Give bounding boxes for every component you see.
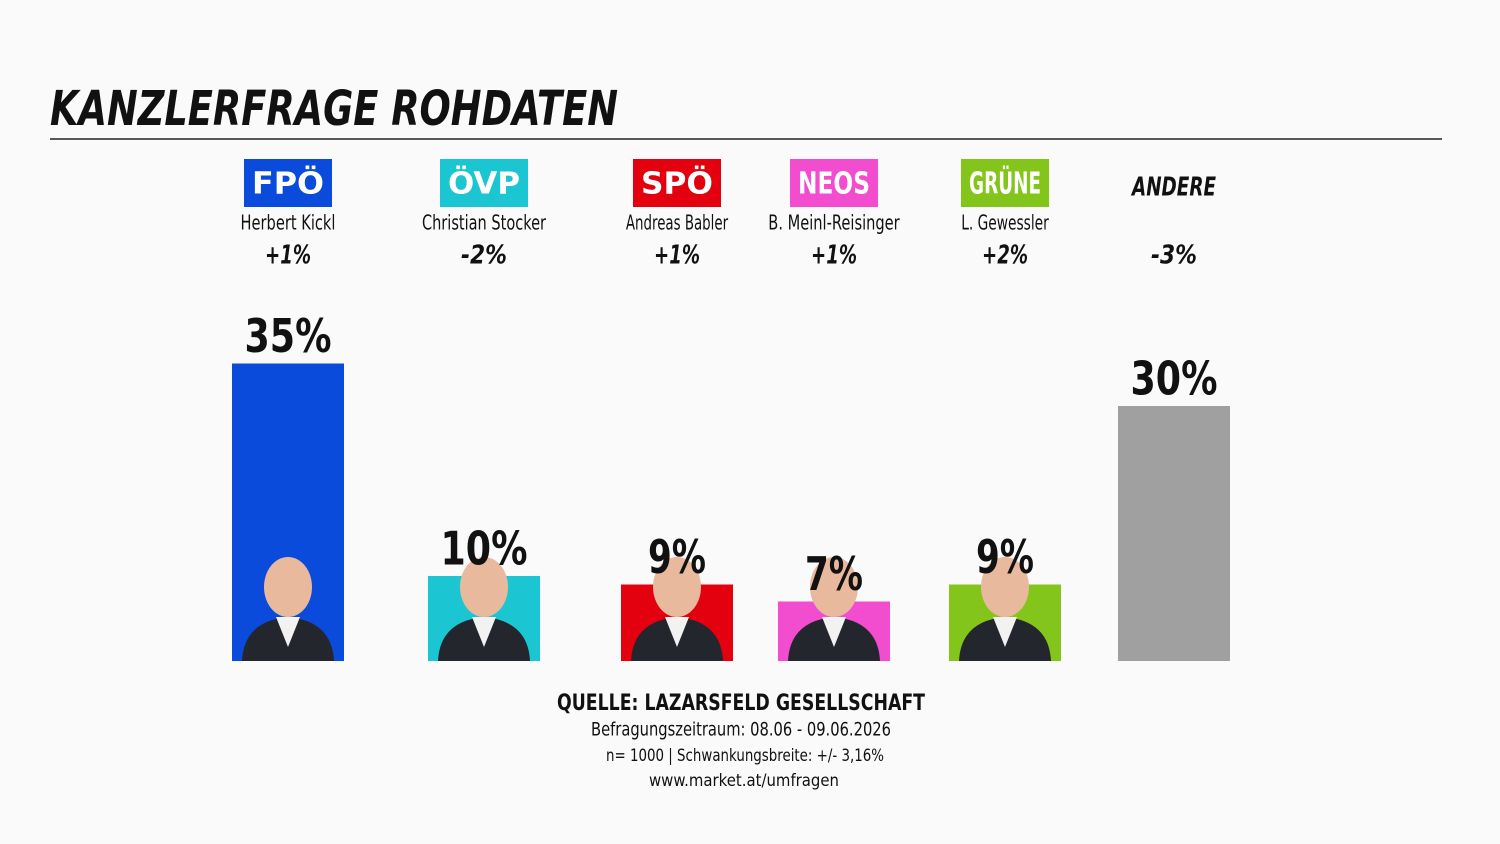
party-label: SPÖ: [641, 165, 713, 202]
change-label: -2%: [461, 241, 507, 271]
portrait-collar: [276, 617, 300, 647]
note: n= 1000 | Schwankungsbreite: +/- 3,16%: [606, 746, 884, 766]
portrait-head: [981, 557, 1029, 617]
value-label: 9%: [976, 530, 1034, 584]
party-label: ANDERE: [1131, 173, 1217, 203]
note: www.market.at/umfragen: [649, 771, 839, 791]
candidate-name: Herbert Kickl: [241, 211, 336, 235]
bar: [1118, 406, 1230, 661]
portrait-collar: [472, 617, 496, 647]
portrait: [631, 557, 723, 661]
value-label: 30%: [1131, 352, 1218, 406]
portrait-head: [460, 557, 508, 617]
portrait-collar: [665, 617, 689, 647]
change-label: +2%: [982, 241, 1028, 271]
party-label: GRÜNE: [969, 165, 1041, 202]
party-label: ÖVP: [448, 165, 520, 202]
portrait: [438, 557, 530, 661]
chart-title: KANZLERFRAGE ROHDATEN: [50, 81, 618, 137]
party-badge: [633, 159, 721, 207]
candidate-name: Andreas Babler: [626, 211, 729, 235]
party-label: FPÖ: [252, 165, 324, 202]
portrait: [959, 557, 1051, 661]
portrait-head: [653, 557, 701, 617]
candidate-name: L. Gewessler: [961, 211, 1049, 235]
portrait-head: [264, 557, 312, 617]
party-badge: [961, 159, 1049, 207]
change-label: -3%: [1151, 241, 1197, 271]
portrait: [788, 557, 880, 661]
value-label: 9%: [648, 530, 706, 584]
value-label: 7%: [805, 547, 863, 601]
change-label: +1%: [654, 241, 700, 271]
party-badge: [790, 159, 878, 207]
value-label: 10%: [441, 522, 528, 576]
value-label: 35%: [245, 309, 332, 363]
candidate-name: B. Meinl-Reisinger: [768, 211, 900, 235]
candidate-name: Christian Stocker: [422, 211, 547, 235]
change-label: +1%: [265, 241, 311, 271]
portrait-head: [810, 557, 858, 617]
party-badge: [440, 159, 528, 207]
party-label: NEOS: [798, 167, 870, 202]
source: QUELLE: LAZARSFELD GESELLSCHAFT: [557, 691, 925, 716]
note: Befragungszeitraum: 08.06 - 09.06.2026: [591, 719, 891, 741]
portrait-collar: [822, 617, 846, 647]
party-badge: [244, 159, 332, 207]
portrait-collar: [993, 617, 1017, 647]
portrait: [242, 557, 334, 661]
change-label: +1%: [811, 241, 857, 271]
